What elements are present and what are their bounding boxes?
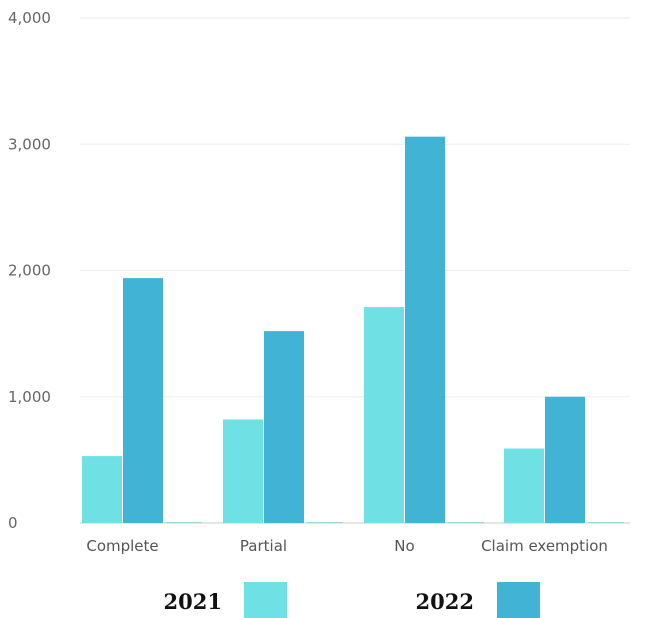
legend-label-2022: 2022 [416, 589, 474, 614]
x-tick-label: No [394, 537, 414, 555]
legend-swatch-2022 [497, 582, 540, 618]
empty-bar-slot [166, 522, 202, 523]
bar-2022-complete [123, 278, 163, 523]
y-tick-label: 0 [8, 514, 18, 532]
bar-2021-claim-exemption [504, 448, 544, 523]
bars [82, 136, 624, 524]
legend-label-2021: 2021 [164, 589, 222, 614]
bar-2022-no [405, 136, 445, 524]
x-tick-label: Partial [240, 537, 287, 555]
bar-2022-claim-exemption [545, 396, 585, 523]
empty-bar-slot [588, 522, 624, 523]
bar-2022-partial [264, 331, 304, 523]
x-tick-label: Complete [86, 537, 158, 555]
empty-bar-slot [307, 522, 343, 523]
y-tick-label: 4,000 [8, 9, 51, 27]
bar-2021-partial [223, 419, 263, 523]
y-tick-label: 3,000 [8, 135, 51, 153]
x-axis-labels: Complete Partial No Claim exemption [86, 537, 608, 555]
legend: 2021 2022 [164, 582, 540, 618]
y-axis-ticks: 0 1,000 2,000 3,000 4,000 [8, 9, 51, 532]
x-tick-label: Claim exemption [481, 537, 608, 555]
bar-2021-complete [82, 456, 122, 523]
y-tick-label: 2,000 [8, 262, 51, 280]
y-tick-label: 1,000 [8, 388, 51, 406]
empty-bar-slot [448, 522, 484, 523]
legend-swatch-2021 [244, 582, 287, 618]
bar-2021-no [364, 307, 404, 523]
